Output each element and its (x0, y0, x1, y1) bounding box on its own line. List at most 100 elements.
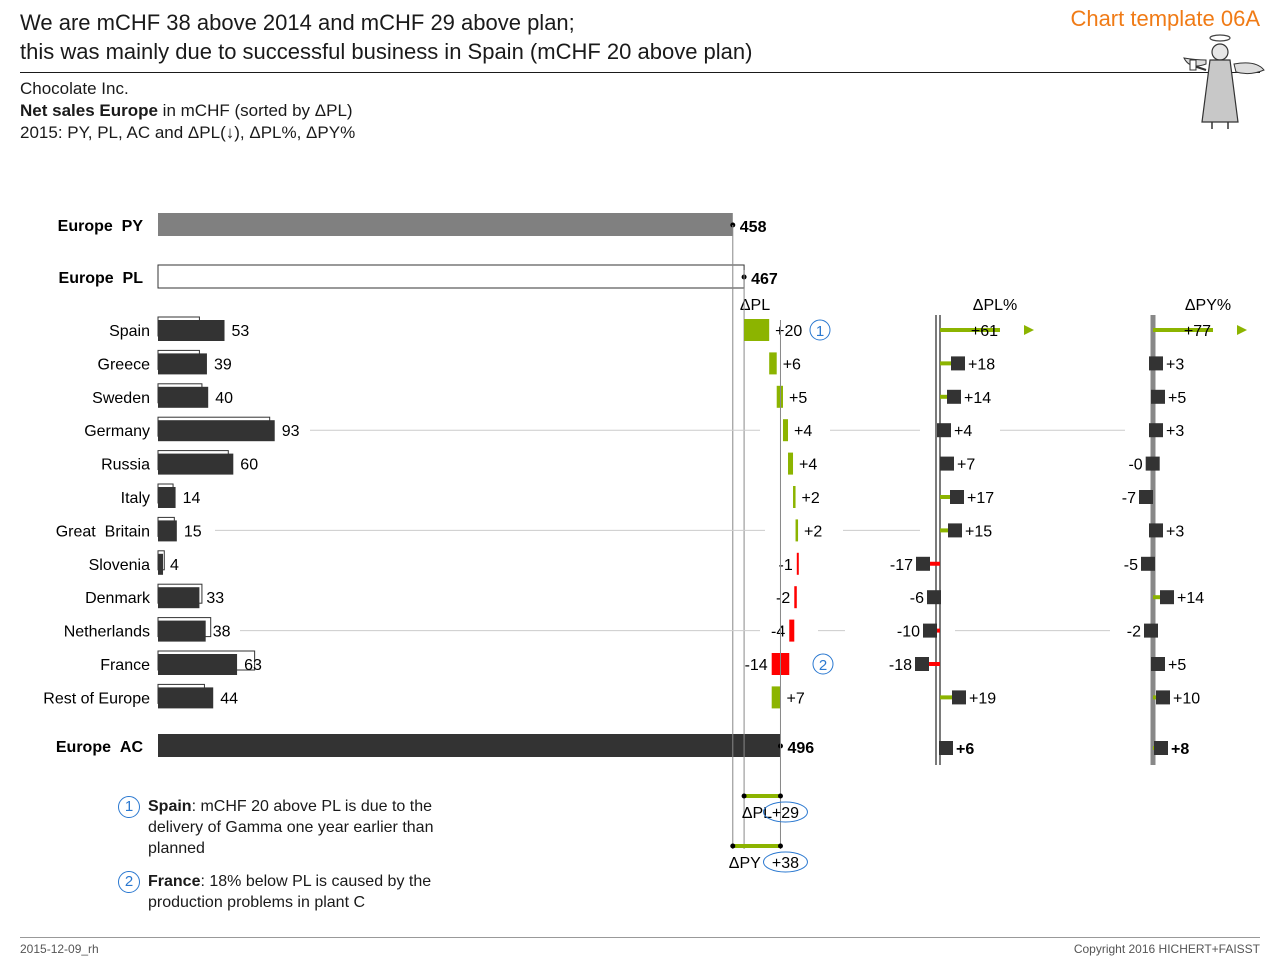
dpypct-russia-value: -0 (1128, 457, 1142, 474)
dpl-bar-greece (769, 352, 777, 375)
dplpct-rest-of-europe-value: +19 (969, 690, 996, 707)
row-label-slovenia: Slovenia (89, 557, 150, 574)
ac-value-netherlands: 38 (213, 624, 231, 641)
ac-bar-greece (158, 353, 207, 375)
summary-py-value: +38 (772, 855, 799, 872)
title-rule (20, 72, 1260, 73)
note-1-number: 1 (118, 796, 140, 818)
dpl-value-rest-of-europe: +7 (786, 690, 804, 707)
row-label-netherlands: Netherlands (64, 624, 150, 641)
dpl-value-denmark: -2 (776, 590, 790, 607)
dpl-value-russia: +4 (799, 457, 817, 474)
dpl-value-slovenia: -1 (779, 557, 793, 574)
ac-bar-rest-of-europe (158, 687, 214, 709)
dpl-bar-germany (782, 419, 789, 442)
dpl-value-netherlands: -4 (771, 624, 785, 641)
dpypct-france-head (1151, 657, 1165, 671)
callout-2-circle (812, 653, 834, 675)
dpl-value-greece: +6 (783, 356, 801, 373)
total-bar-1 (157, 264, 745, 289)
summary-pl-label: ΔPL (742, 805, 772, 822)
dplpct-spain-overflow-arrow (1024, 325, 1034, 335)
row-label-spain: Spain (109, 323, 150, 340)
callout-1-number: 1 (816, 323, 824, 340)
title-line-1: We are mCHF 38 above 2014 and mCHF 29 ab… (20, 10, 575, 35)
dpl-value-spain: +20 (775, 323, 802, 340)
dpypct-rest-of-europe-head (1156, 690, 1170, 705)
ac-value-italy: 14 (183, 490, 201, 507)
note-2-body: : 18% below PL is caused by the producti… (148, 873, 432, 911)
summary-pl-ellipse (762, 801, 808, 823)
dplpct-slovenia-value: -17 (890, 557, 913, 574)
summary-pl-start (741, 793, 747, 799)
measure-name: Net sales Europe (20, 101, 158, 120)
subtitle: Chocolate Inc. Net sales Europe in mCHF … (20, 78, 355, 144)
total-bar-0 (158, 213, 733, 236)
dpypct-denmark-head (1160, 590, 1174, 605)
dpypct-germany-value: +3 (1166, 423, 1184, 440)
dpypct-italy-value: -7 (1122, 490, 1136, 507)
dpypct-russia-head (1145, 456, 1160, 471)
summary-py-end (777, 843, 783, 849)
angel-mascot-icon (1183, 34, 1265, 129)
footer-date: 2015-12-09_rh (20, 942, 99, 956)
ac-bar-netherlands (158, 620, 206, 642)
company-name: Chocolate Inc. (20, 79, 129, 98)
ac-value-slovenia: 4 (170, 557, 179, 574)
dpypct-netherlands-head (1144, 623, 1158, 638)
dplpct-germany-value: +4 (954, 423, 972, 440)
dpl-value-france: -14 (745, 657, 768, 674)
total-label-0: Europe PY (58, 218, 144, 235)
ac-bar-russia (158, 453, 234, 475)
ac-value-great-britain: 15 (184, 523, 202, 540)
dpl-bar-sweden (776, 385, 783, 408)
dpypct-rest-of-europe-value: +10 (1173, 690, 1200, 707)
dplpct-greece-head (951, 356, 965, 371)
dpypct-netherlands-value: -2 (1127, 624, 1141, 641)
footer-copyright: Copyright 2016 HICHERT+FAISST (1073, 942, 1260, 956)
dpl-bar-spain (744, 319, 770, 341)
dpl-value-great-britain: +2 (804, 523, 822, 540)
dplpct-great-britain-head (948, 523, 962, 538)
dpypct-france-value: +5 (1168, 657, 1186, 674)
dplpct-germany-head (937, 423, 951, 438)
dplpct-header: ΔPL% (973, 297, 1017, 314)
summary-pl-end (777, 793, 783, 799)
dplpct-total-head (939, 741, 953, 755)
dplpct-rest-of-europe-head (952, 690, 966, 705)
chart-title: We are mCHF 38 above 2014 and mCHF 29 ab… (20, 8, 752, 66)
total-label-2: Europe AC (56, 739, 144, 756)
dplpct-russia-value: +7 (957, 457, 975, 474)
row-label-france: France (100, 657, 150, 674)
dpl-bar-great-britain (795, 519, 799, 542)
footer-rule (20, 937, 1260, 938)
note-1-text: Spain: mCHF 20 above PL is due to the de… (148, 796, 478, 859)
dplpct-sweden-value: +14 (964, 390, 991, 407)
dpypct-slovenia-value: -5 (1124, 557, 1138, 574)
note-1-body: : mCHF 20 above PL is due to the deliver… (148, 798, 434, 857)
dpypct-denmark-value: +14 (1177, 590, 1204, 607)
dpl-bar-italy (793, 486, 796, 508)
dpypct-spain-value: +77 (1184, 323, 1211, 340)
dpl-bar-slovenia (796, 552, 799, 575)
note-2-text: France: 18% below PL is caused by the pr… (148, 871, 478, 913)
dpypct-germany-head (1149, 423, 1163, 438)
dpypct-total-value: +8 (1171, 741, 1189, 758)
summary-py-start (730, 843, 736, 849)
dplpct-russia-head (940, 456, 954, 471)
dplpct-slovenia-head (916, 556, 930, 571)
dpl-bar-denmark (794, 586, 797, 609)
ac-bar-germany (158, 420, 275, 442)
ac-bar-france (158, 654, 238, 675)
row-label-greece: Greece (98, 356, 151, 373)
total-value-1: 467 (751, 271, 778, 288)
row-label-russia: Russia (101, 457, 150, 474)
dplpct-denmark-value: -6 (910, 590, 924, 607)
ac-bar-denmark (158, 587, 200, 609)
dpl-bar-russia (788, 452, 794, 475)
dplpct-netherlands-value: -10 (897, 624, 920, 641)
dplpct-spain-value: +61 (971, 323, 998, 340)
dplpct-greece-value: +18 (968, 356, 995, 373)
dpypct-great-britain-value: +3 (1166, 523, 1184, 540)
